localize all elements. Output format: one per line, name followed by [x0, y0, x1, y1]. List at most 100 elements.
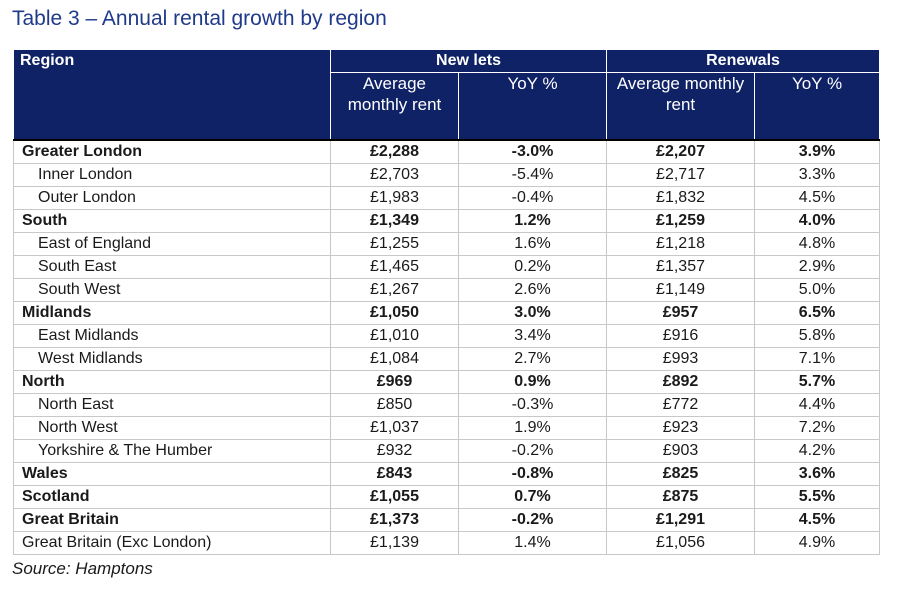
renewal-yoy-cell: 3.9% — [754, 139, 881, 164]
region-cell: Great Britain — [13, 508, 331, 532]
table-row: North East £850 -0.3% £772 4.4% — [13, 393, 881, 417]
new-yoy-cell: -0.2% — [457, 439, 608, 463]
renewal-rent-cell: £903 — [606, 439, 756, 463]
table-row: South West £1,267 2.6% £1,149 5.0% — [13, 278, 881, 302]
new-rent-cell: £1,037 — [330, 416, 459, 440]
renewal-rent-cell: £772 — [606, 393, 756, 417]
new-rent-cell: £969 — [330, 370, 459, 394]
new-rent-cell: £1,255 — [330, 232, 459, 256]
table-row: South East £1,465 0.2% £1,357 2.9% — [13, 255, 881, 279]
new-rent-cell: £932 — [330, 439, 459, 463]
region-cell: East Midlands — [13, 324, 331, 348]
region-cell: Greater London — [13, 139, 331, 164]
new-rent-cell: £850 — [330, 393, 459, 417]
renewal-yoy-cell: 4.4% — [754, 393, 881, 417]
renewal-yoy-cell: 5.5% — [754, 485, 881, 509]
new-yoy-cell: 2.6% — [457, 278, 608, 302]
new-yoy-cell: -0.8% — [457, 462, 608, 486]
table-row: Scotland £1,055 0.7% £875 5.5% — [13, 485, 881, 509]
renewal-yoy-cell: 6.5% — [754, 301, 881, 325]
table-title: Table 3 – Annual rental growth by region — [12, 7, 387, 30]
renewal-rent-cell: £1,357 — [606, 255, 756, 279]
header-new-yoy: YoY % — [457, 72, 608, 141]
rental-growth-table: Region New lets Renewals Average monthly… — [13, 49, 881, 555]
new-rent-cell: £1,349 — [330, 209, 459, 233]
source-note: Source: Hamptons — [12, 559, 153, 578]
new-rent-cell: £1,055 — [330, 485, 459, 509]
region-cell: Outer London — [13, 186, 331, 210]
table-row: South £1,349 1.2% £1,259 4.0% — [13, 209, 881, 233]
new-rent-cell: £843 — [330, 462, 459, 486]
renewal-yoy-cell: 5.0% — [754, 278, 881, 302]
region-cell: North East — [13, 393, 331, 417]
renewal-rent-cell: £1,259 — [606, 209, 756, 233]
new-rent-cell: £1,267 — [330, 278, 459, 302]
region-cell: Wales — [13, 462, 331, 486]
renewal-rent-cell: £825 — [606, 462, 756, 486]
renewal-rent-cell: £875 — [606, 485, 756, 509]
renewal-yoy-cell: 4.0% — [754, 209, 881, 233]
renewal-yoy-cell: 4.8% — [754, 232, 881, 256]
new-yoy-cell: 1.9% — [457, 416, 608, 440]
new-yoy-cell: 2.7% — [457, 347, 608, 371]
renewal-rent-cell: £1,056 — [606, 531, 756, 555]
region-cell: Yorkshire & The Humber — [13, 439, 331, 463]
table-row: West Midlands £1,084 2.7% £993 7.1% — [13, 347, 881, 371]
renewal-rent-cell: £2,717 — [606, 163, 756, 187]
new-rent-cell: £1,983 — [330, 186, 459, 210]
renewal-yoy-cell: 4.5% — [754, 186, 881, 210]
new-rent-cell: £1,010 — [330, 324, 459, 348]
new-yoy-cell: -0.3% — [457, 393, 608, 417]
region-cell: East of England — [13, 232, 331, 256]
new-yoy-cell: 3.0% — [457, 301, 608, 325]
renewal-yoy-cell: 3.6% — [754, 462, 881, 486]
table-body: Greater London £2,288 -3.0% £2,207 3.9% Inner… — [13, 139, 881, 555]
new-yoy-cell: -0.4% — [457, 186, 608, 210]
renewal-yoy-cell: 5.7% — [754, 370, 881, 394]
header-new-lets: New lets — [329, 49, 608, 73]
renewal-yoy-cell: 2.9% — [754, 255, 881, 279]
header-new-avg-rent: Average monthly rent — [330, 72, 459, 141]
table-row: East of England £1,255 1.6% £1,218 4.8% — [13, 232, 881, 256]
new-yoy-cell: 1.4% — [457, 531, 608, 555]
renewal-rent-cell: £916 — [606, 324, 756, 348]
renewal-rent-cell: £1,149 — [606, 278, 756, 302]
new-yoy-cell: 1.2% — [457, 209, 608, 233]
renewal-rent-cell: £957 — [606, 301, 756, 325]
table-row: Outer London £1,983 -0.4% £1,832 4.5% — [13, 186, 881, 210]
table-row: North West £1,037 1.9% £923 7.2% — [13, 416, 881, 440]
new-rent-cell: £2,703 — [330, 163, 459, 187]
new-rent-cell: £1,373 — [330, 508, 459, 532]
new-rent-cell: £1,465 — [330, 255, 459, 279]
region-cell: Scotland — [13, 485, 331, 509]
region-cell: Inner London — [13, 163, 331, 187]
region-cell: South — [13, 209, 331, 233]
new-yoy-cell: -5.4% — [457, 163, 608, 187]
header-ren-avg-rent: Average monthly rent — [606, 72, 756, 141]
table-row: Great Britain £1,373 -0.2% £1,291 4.5% — [13, 508, 881, 532]
new-rent-cell: £1,084 — [330, 347, 459, 371]
renewal-rent-cell: £1,218 — [606, 232, 756, 256]
header-renewals: Renewals — [606, 49, 881, 73]
header-region: Region — [13, 49, 331, 141]
renewal-rent-cell: £892 — [606, 370, 756, 394]
region-cell: North West — [13, 416, 331, 440]
renewal-rent-cell: £993 — [606, 347, 756, 371]
table-row: Wales £843 -0.8% £825 3.6% — [13, 462, 881, 486]
renewal-yoy-cell: 3.3% — [754, 163, 881, 187]
table-row: East Midlands £1,010 3.4% £916 5.8% — [13, 324, 881, 348]
renewal-yoy-cell: 7.2% — [754, 416, 881, 440]
new-yoy-cell: 3.4% — [457, 324, 608, 348]
region-cell: West Midlands — [13, 347, 331, 371]
renewal-rent-cell: £923 — [606, 416, 756, 440]
renewal-rent-cell: £1,291 — [606, 508, 756, 532]
table-row: Yorkshire & The Humber £932 -0.2% £903 4.2% — [13, 439, 881, 463]
renewal-yoy-cell: 4.5% — [754, 508, 881, 532]
table-row: Great Britain (Exc London) £1,139 1.4% £1,0… — [13, 531, 881, 555]
region-cell: Great Britain (Exc London) — [13, 531, 331, 555]
new-rent-cell: £1,050 — [330, 301, 459, 325]
renewal-rent-cell: £1,832 — [606, 186, 756, 210]
table-row: Inner London £2,703 -5.4% £2,717 3.3% — [13, 163, 881, 187]
new-yoy-cell: 0.9% — [457, 370, 608, 394]
new-yoy-cell: -0.2% — [457, 508, 608, 532]
